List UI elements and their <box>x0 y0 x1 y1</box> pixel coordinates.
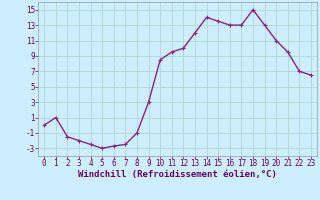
X-axis label: Windchill (Refroidissement éolien,°C): Windchill (Refroidissement éolien,°C) <box>78 170 277 179</box>
